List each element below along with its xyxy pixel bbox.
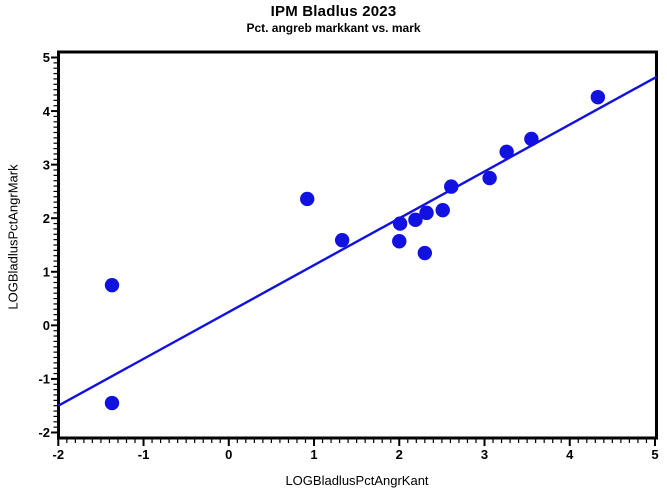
- x-tick-label: 2: [396, 447, 403, 462]
- x-tick-label: 3: [481, 447, 488, 462]
- data-point: [524, 131, 539, 147]
- data-point: [408, 212, 423, 228]
- data-point: [300, 191, 315, 207]
- x-tick-label: 5: [651, 447, 658, 462]
- x-tick-label: 4: [566, 447, 574, 462]
- y-tick-label: 4: [43, 104, 51, 119]
- y-tick-label: 0: [43, 318, 50, 333]
- x-tick-label: 0: [225, 447, 232, 462]
- x-tick-label: -1: [138, 447, 150, 462]
- y-tick-label: 3: [43, 157, 50, 172]
- y-tick-label: 2: [43, 211, 50, 226]
- data-point: [419, 205, 434, 221]
- data-point: [334, 232, 350, 248]
- y-tick-label: -1: [38, 372, 50, 387]
- x-tick-label: -2: [53, 447, 65, 462]
- y-tick-label: 1: [43, 264, 50, 279]
- y-axis-label: LOGBladlusPctAngrMark: [5, 164, 21, 310]
- regression-line: [57, 75, 658, 407]
- data-point: [392, 234, 407, 249]
- data-point: [590, 89, 606, 105]
- data-point: [392, 216, 408, 231]
- data-point: [435, 202, 450, 218]
- chart-title: IPM Bladlus 2023: [270, 3, 397, 20]
- plot-frame: [57, 50, 658, 440]
- chart-subtitle: Pct. angreb markkant vs. mark: [246, 21, 421, 35]
- x-tick-label: 1: [310, 447, 317, 462]
- y-tick-label: 5: [43, 50, 50, 65]
- data-point: [499, 144, 514, 159]
- y-tick-label: -2: [38, 425, 50, 440]
- data-point: [417, 245, 433, 261]
- x-axis-label: LOGBladlusPctAngrKant: [285, 473, 429, 488]
- data-point: [104, 277, 120, 293]
- data-point: [104, 395, 120, 411]
- data-point: [444, 179, 459, 194]
- data-point: [482, 170, 497, 186]
